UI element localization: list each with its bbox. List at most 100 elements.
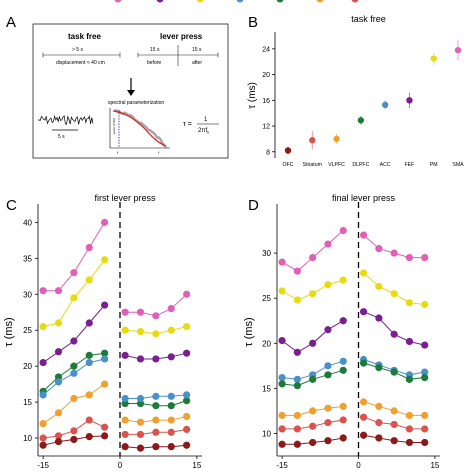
data-point bbox=[293, 348, 301, 356]
data-point bbox=[70, 427, 78, 435]
data-point bbox=[183, 412, 191, 421]
data-point bbox=[167, 353, 175, 361]
x-tick-label: DLPFC bbox=[352, 162, 369, 168]
data-point bbox=[375, 402, 383, 410]
series-line bbox=[363, 272, 425, 305]
y-axis-label: τ (ms) bbox=[243, 317, 255, 346]
data-point bbox=[339, 434, 347, 442]
y-tick-label: 10 bbox=[262, 429, 271, 438]
data-point bbox=[39, 441, 47, 449]
data-point bbox=[183, 290, 191, 298]
data-point bbox=[339, 276, 347, 284]
y-tick-label: 24 bbox=[262, 46, 270, 53]
data-point bbox=[359, 308, 368, 316]
data-point bbox=[359, 269, 368, 277]
data-point bbox=[421, 373, 429, 382]
trace-scale-label: 5 s bbox=[58, 134, 65, 140]
top-color-strip bbox=[114, 0, 359, 3]
formula-den-main: 2πf bbox=[198, 128, 207, 134]
strip-dot bbox=[156, 0, 164, 3]
spectral-label: spectral parameterization bbox=[108, 100, 164, 106]
data-point bbox=[101, 423, 109, 431]
data-point bbox=[375, 419, 383, 427]
strip-dot bbox=[196, 0, 204, 3]
panel-letter-d: D bbox=[248, 197, 259, 214]
data-point bbox=[39, 391, 47, 399]
data-point bbox=[421, 438, 429, 447]
data-point bbox=[183, 441, 191, 449]
data-point bbox=[309, 137, 316, 144]
data-point bbox=[101, 256, 109, 264]
data-point bbox=[278, 411, 286, 420]
data-point bbox=[85, 391, 93, 399]
data-point bbox=[136, 355, 145, 363]
data-point bbox=[324, 437, 332, 445]
data-point bbox=[324, 362, 332, 370]
data-point bbox=[421, 368, 429, 376]
data-point bbox=[390, 407, 398, 415]
psd-ylabel: power (PSD) bbox=[112, 118, 116, 134]
data-point bbox=[136, 444, 145, 452]
series-line bbox=[363, 311, 425, 346]
data-point bbox=[333, 135, 340, 143]
y-tick-label: 15 bbox=[262, 384, 271, 393]
x-tick-label: ACC bbox=[380, 162, 391, 168]
formula-tau: τ = bbox=[183, 121, 192, 128]
strip-dot bbox=[351, 0, 359, 3]
series-line bbox=[281, 320, 344, 353]
data-point bbox=[390, 437, 398, 445]
x-tick-label: SMA bbox=[452, 162, 464, 168]
data-point bbox=[293, 382, 301, 390]
data-point bbox=[136, 418, 145, 426]
chart-title: first lever press bbox=[94, 193, 156, 203]
panel-letter-b: B bbox=[248, 14, 258, 31]
data-point bbox=[39, 434, 47, 442]
data-point bbox=[278, 380, 286, 388]
data-point bbox=[293, 425, 301, 433]
data-point bbox=[421, 425, 429, 433]
x-tick-label: OFC bbox=[283, 162, 294, 168]
data-point bbox=[152, 312, 160, 320]
data-point bbox=[152, 355, 160, 363]
down-arrow-head bbox=[127, 90, 135, 96]
data-point bbox=[121, 443, 129, 451]
data-point bbox=[121, 394, 129, 403]
y-tick-label: 25 bbox=[262, 294, 271, 303]
data-point bbox=[183, 349, 191, 357]
data-point bbox=[359, 431, 368, 439]
data-point bbox=[101, 301, 109, 309]
y-tick-label: 20 bbox=[262, 72, 270, 79]
first-lever-press-chart: first lever press τ (ms) 10 15 20 25 30 35 40 -15… bbox=[3, 193, 202, 474]
data-point bbox=[101, 380, 109, 388]
x-tick-label: 0 bbox=[356, 461, 361, 470]
data-point bbox=[121, 308, 129, 316]
task-free-label: task free bbox=[68, 32, 101, 41]
displacement-label: displacement < 40 cm bbox=[56, 60, 105, 66]
data-point bbox=[54, 438, 63, 446]
data-point bbox=[309, 375, 317, 383]
data-point bbox=[390, 330, 398, 338]
x-tick-label: -15 bbox=[37, 461, 49, 470]
psd-tick-f2: f bbox=[158, 150, 160, 155]
x-tick-label: FEF bbox=[405, 162, 415, 168]
strip-dot bbox=[114, 0, 122, 3]
strip-dot bbox=[276, 0, 284, 3]
data-point bbox=[375, 434, 383, 442]
data-point bbox=[167, 416, 175, 424]
task-free-chart: task free τ (ms) 8 12 16 20 24 OFC Striatum VLPFC… bbox=[247, 14, 464, 168]
data-point bbox=[167, 402, 175, 410]
y-tick-label: 12 bbox=[262, 124, 270, 131]
data-point bbox=[278, 373, 286, 382]
chart-title: task free bbox=[351, 14, 386, 24]
data-point bbox=[54, 348, 63, 356]
data-point bbox=[390, 249, 398, 257]
data-point bbox=[167, 326, 175, 334]
series-line bbox=[42, 304, 105, 364]
data-point bbox=[339, 317, 347, 325]
x-tick-label: 15 bbox=[192, 461, 201, 470]
data-point bbox=[54, 409, 63, 417]
data-point bbox=[278, 287, 286, 295]
data-point bbox=[70, 337, 78, 345]
data-point bbox=[70, 362, 78, 370]
data-point bbox=[390, 290, 398, 298]
